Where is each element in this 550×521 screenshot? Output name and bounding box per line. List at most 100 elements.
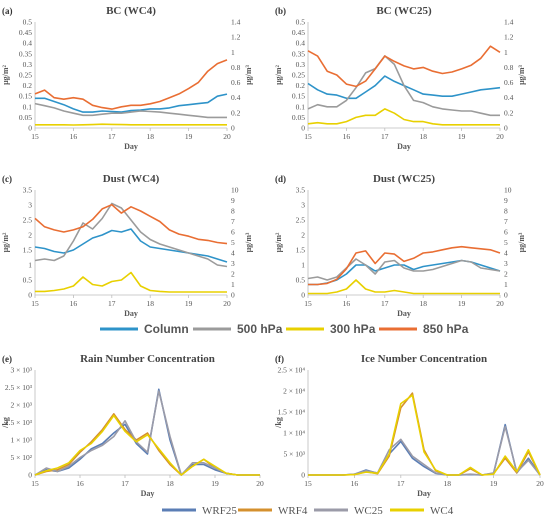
y-right-axis-label: μg/m³ xyxy=(244,64,253,84)
y-tick-label: 0.05 xyxy=(19,113,32,122)
y-right-tick-label: 1.4 xyxy=(231,18,241,27)
x-tick-label: 16 xyxy=(70,132,78,141)
y-right-tick-label: 8 xyxy=(504,207,508,216)
y-tick-label: 0 xyxy=(28,291,32,300)
series-line-wc4 xyxy=(34,414,260,476)
chart-panel-d: Dust (WC25)(d)00.511.522.533.50123456789… xyxy=(274,173,526,318)
y-tick-label: 0.3 xyxy=(296,60,306,69)
panel-label: (f) xyxy=(275,354,284,364)
chart-panel-c: Dust (WC4)(c)00.511.522.533.501234567891… xyxy=(1,173,253,318)
y-tick-label: 0.35 xyxy=(292,49,305,58)
x-tick-label: 15 xyxy=(304,299,312,308)
x-tick-label: 19 xyxy=(458,132,466,141)
series-line-wc4 xyxy=(308,394,541,476)
series-line-column xyxy=(35,93,228,113)
y-axis-label: μg/m² xyxy=(1,232,10,252)
y-tick-label: 0.5 xyxy=(23,276,33,285)
y-right-axis-label: μg/m³ xyxy=(244,232,253,252)
y-tick-label: 0 xyxy=(301,124,305,133)
y-tick-label: 3 xyxy=(28,201,32,210)
chart-panel-a: BC (WC4)(a)00.050.10.150.20.250.30.350.4… xyxy=(1,5,253,151)
y-tick-label: 0.4 xyxy=(296,39,306,48)
y-right-tick-label: 1.2 xyxy=(504,33,514,42)
x-tick-label: 18 xyxy=(146,132,154,141)
y-right-tick-label: 5 xyxy=(504,238,508,247)
x-tick-label: 15 xyxy=(304,132,312,141)
y-tick-label: 0.35 xyxy=(19,49,32,58)
y-right-tick-label: 2 xyxy=(504,270,508,279)
x-tick-label: 17 xyxy=(397,479,405,488)
x-axis-label: Day xyxy=(397,142,411,151)
y-tick-label: 2.5 × 10⁴ xyxy=(278,366,306,375)
series-line-500 xyxy=(34,102,227,119)
y-right-tick-label: 4 xyxy=(231,249,235,258)
y-tick-label: 1 xyxy=(301,261,305,270)
y-tick-label: 0.5 xyxy=(296,18,306,27)
y-tick-label: 0.25 xyxy=(19,71,32,80)
series-line-500 xyxy=(34,202,228,268)
series-line-column xyxy=(34,228,228,263)
y-axis-label: μg/m² xyxy=(1,64,10,84)
y-right-tick-label: 5 xyxy=(231,238,235,247)
y-right-tick-label: 1 xyxy=(504,280,508,289)
legend: Column 500 hPa 300 hPa 850 hPa xyxy=(100,322,469,336)
legend-label-500: 500 hPa xyxy=(237,322,283,336)
legend-label-column: Column xyxy=(144,322,189,336)
series-line-300 xyxy=(307,108,500,126)
y-tick-label: 1.5 × 10⁴ xyxy=(278,408,306,417)
x-tick-label: 20 xyxy=(496,299,504,308)
y-tick-label: 0.2 xyxy=(23,81,33,90)
x-tick-label: 20 xyxy=(496,132,504,141)
y-tick-label: 0.5 xyxy=(23,18,33,27)
panel-label: (c) xyxy=(2,174,12,184)
legend-label-wc4: WC4 xyxy=(430,505,454,517)
chart-title: BC (WC4) xyxy=(106,5,156,17)
y-right-axis-label: μg/m³ xyxy=(517,232,526,252)
chart-title: Dust (WC4) xyxy=(103,173,160,185)
x-tick-label: 19 xyxy=(490,479,498,488)
x-tick-label: 18 xyxy=(146,299,154,308)
y-right-tick-label: 4 xyxy=(504,249,508,258)
x-tick-label: 19 xyxy=(211,479,219,488)
legend-label-300: 300 hPa xyxy=(330,322,376,336)
x-tick-label: 20 xyxy=(223,299,231,308)
y-tick-label: 2.5 xyxy=(296,216,306,225)
series-line-column xyxy=(308,259,501,286)
series-line-500 xyxy=(307,55,500,117)
y-right-tick-label: 0 xyxy=(504,291,508,300)
x-tick-label: 19 xyxy=(185,132,193,141)
y-tick-label: 0.05 xyxy=(292,113,305,122)
legend: WRF25 WRF4 WC25 WC4 xyxy=(162,505,454,517)
series-line-850 xyxy=(34,203,228,245)
y-axis-label: μg/m² xyxy=(274,232,283,252)
y-tick-label: 2 × 10³ xyxy=(11,401,33,410)
y-tick-label: 0.45 xyxy=(292,28,305,37)
x-tick-label: 17 xyxy=(381,299,389,308)
y-tick-label: 0.15 xyxy=(19,92,32,101)
y-right-tick-label: 1 xyxy=(231,280,235,289)
y-right-tick-label: 8 xyxy=(231,207,235,216)
y-right-tick-label: 6 xyxy=(504,228,508,237)
y-tick-label: 2.5 × 10³ xyxy=(5,383,33,392)
y-right-tick-label: 3 xyxy=(504,259,508,268)
y-right-axis-label: μg/m³ xyxy=(517,64,526,84)
legend-label-wrf25: WRF25 xyxy=(202,505,237,517)
y-tick-label: 0 xyxy=(301,291,305,300)
x-axis-label: Day xyxy=(124,309,138,318)
x-axis-label: Day xyxy=(417,489,431,498)
y-right-tick-label: 0 xyxy=(231,124,235,133)
x-axis-label: Day xyxy=(397,309,411,318)
legend-label-wrf4: WRF4 xyxy=(278,505,308,517)
y-right-tick-label: 10 xyxy=(504,186,512,195)
x-tick-label: 18 xyxy=(419,132,427,141)
y-right-tick-label: 0.8 xyxy=(504,63,514,72)
y-right-tick-label: 1.4 xyxy=(504,18,514,27)
y-tick-label: 1.5 × 10³ xyxy=(5,418,33,427)
y-tick-label: 5 × 10³ xyxy=(284,450,306,459)
y-tick-label: 3 xyxy=(301,201,305,210)
x-tick-label: 18 xyxy=(419,299,427,308)
y-right-tick-label: 7 xyxy=(231,217,235,226)
panel-label: (e) xyxy=(2,354,12,364)
y-tick-label: 0 xyxy=(301,471,305,480)
